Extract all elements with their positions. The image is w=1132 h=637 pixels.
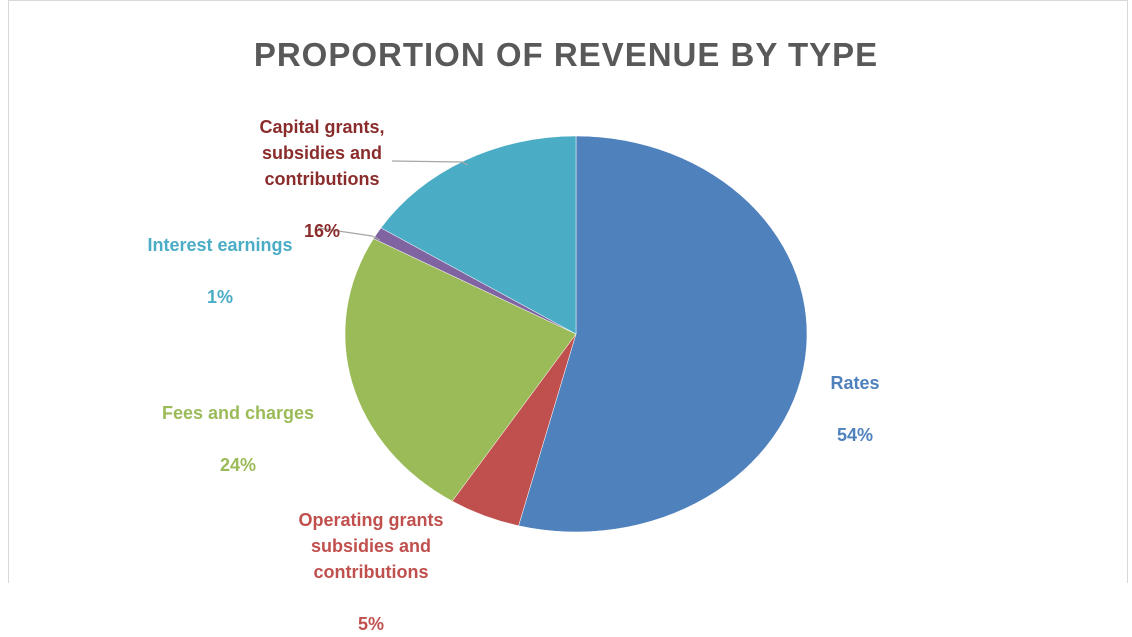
label-fees-and-charges: Fees and charges 24%: [128, 374, 348, 478]
label-interest-value: 1%: [206, 287, 233, 307]
label-interest-name: Interest earnings: [147, 235, 293, 255]
label-interest-earnings: Interest earnings 1%: [115, 206, 325, 310]
leader-line-capital-grants: [391, 160, 469, 166]
leader-line-interest-earnings: [317, 227, 381, 241]
label-capital-grants: Capital grants, subsidies and contribution…: [222, 88, 422, 244]
label-rates: Rates 54%: [790, 344, 920, 448]
chart-frame: [8, 0, 1128, 583]
chart-title: PROPORTION OF REVENUE BY TYPE: [253, 36, 879, 73]
pie-slice-rates: [518, 135, 808, 533]
label-fees-value: 24%: [219, 455, 257, 475]
label-capital-grants-name: Capital grants, subsidies and contribution…: [259, 117, 385, 189]
label-operating-grants: Operating grants subsidies and contributio…: [256, 481, 486, 637]
label-capital-grants-value: 16%: [303, 221, 341, 241]
label-rates-value: 54%: [836, 425, 874, 445]
pie-slice-capital-grants-subsidies-and-contributions: [380, 135, 577, 335]
label-rates-name: Rates: [830, 373, 880, 393]
label-operating-grants-name: Operating grants subsidies and contributio…: [298, 510, 444, 582]
label-fees-name: Fees and charges: [161, 403, 315, 423]
label-operating-grants-value: 5%: [357, 614, 384, 634]
pie-chart: [317, 135, 808, 533]
pie-slice-fees-and-charges: [344, 238, 577, 502]
